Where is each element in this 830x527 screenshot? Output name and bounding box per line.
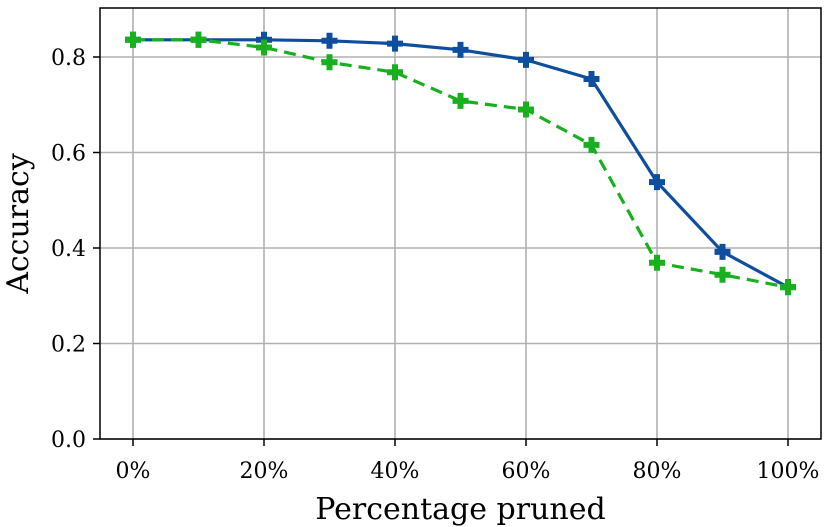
y-tick-label: 0.8 [51, 46, 86, 71]
data-point [321, 32, 338, 49]
data-point [387, 35, 403, 52]
data-point [780, 279, 796, 296]
grid [100, 8, 821, 440]
y-tick-label: 0.2 [51, 333, 86, 358]
data-point [387, 64, 403, 81]
y-tick-label: 0.0 [51, 428, 86, 453]
plot-frame [99, 7, 822, 440]
x-tick-label: 60% [502, 459, 551, 484]
data-point [256, 39, 272, 56]
data-point [125, 31, 141, 48]
x-tick-label: 40% [371, 459, 420, 484]
data-point [452, 41, 469, 58]
y-axis-title: Accuracy [1, 153, 36, 295]
data-point [714, 243, 731, 260]
data-point [714, 266, 731, 283]
data-point [518, 101, 534, 118]
series-layer [125, 31, 796, 296]
data-point [583, 70, 600, 87]
y-tick-label: 0.6 [51, 142, 86, 167]
series-line [133, 38, 789, 289]
x-tick-label: 100% [757, 459, 820, 484]
data-point [649, 174, 665, 191]
data-point [518, 51, 534, 68]
series-2 [125, 31, 796, 296]
data-point [452, 92, 469, 109]
x-axis-title: Percentage pruned [315, 492, 605, 527]
data-point [190, 31, 207, 48]
data-point [321, 54, 338, 71]
y-tick-label: 0.4 [51, 237, 86, 262]
data-point [583, 136, 600, 153]
data-point [649, 254, 665, 271]
ticks: 0% 20% 40% 60% 80% 100% 0.0 0.2 0.4 0.6 0.8 [51, 46, 819, 484]
x-tick-label: 20% [240, 459, 289, 484]
series-1 [125, 31, 796, 296]
x-tick-label: 80% [633, 459, 682, 484]
x-tick-label: 0% [116, 459, 151, 484]
series-line [133, 38, 789, 289]
